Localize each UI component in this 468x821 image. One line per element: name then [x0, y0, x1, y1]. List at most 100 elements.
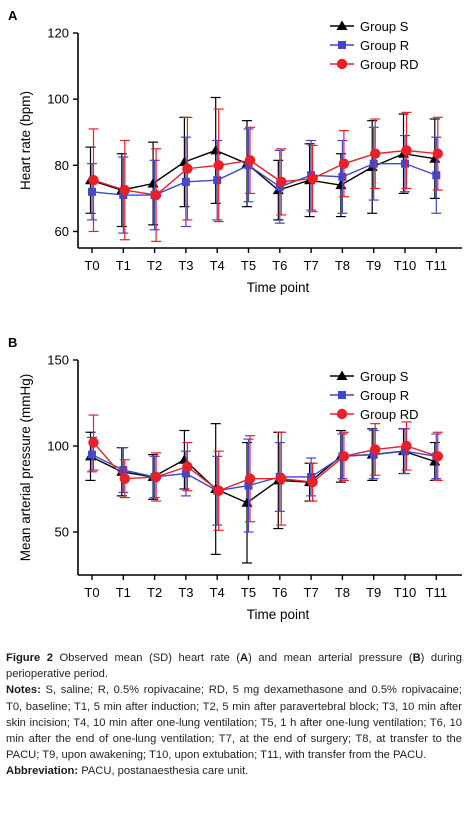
- data-point: [276, 176, 287, 188]
- legend-marker: [336, 20, 348, 30]
- legend-marker: [336, 370, 348, 380]
- data-point: [432, 148, 443, 159]
- series-group-r: [87, 428, 442, 533]
- y-tick-label: 80: [55, 158, 69, 173]
- legend-marker: [336, 408, 348, 420]
- data-point: [432, 171, 441, 180]
- y-axis-label: Heart rate (bpm): [18, 91, 33, 190]
- caption-notes-text: S, saline; R, 0.5% ropivacaine; RD, 5 mg…: [6, 684, 462, 762]
- x-tick-label: T6: [272, 585, 287, 600]
- data-point: [338, 451, 350, 462]
- legend-label: Group RD: [360, 407, 419, 422]
- legend-label: Group RD: [360, 57, 419, 72]
- x-tick-label: T10: [394, 585, 416, 600]
- data-point: [401, 159, 409, 168]
- legend-marker: [338, 391, 346, 399]
- data-point: [119, 466, 128, 475]
- y-axis-label: Mean arterial pressure (mmHg): [18, 374, 33, 562]
- data-point: [401, 145, 412, 156]
- x-tick-label: T8: [335, 585, 350, 600]
- x-tick-label: T2: [147, 258, 162, 273]
- data-point: [338, 158, 350, 169]
- figure-caption: Figure 2 Observed mean (SD) heart rate (…: [6, 650, 462, 780]
- data-point: [181, 177, 190, 186]
- x-tick-label: T10: [394, 258, 416, 273]
- legend-marker: [336, 58, 348, 70]
- x-tick-label: T0: [84, 258, 99, 273]
- data-point: [369, 159, 378, 168]
- y-tick-label: 150: [47, 353, 69, 368]
- data-point: [369, 450, 378, 459]
- data-point: [147, 178, 159, 188]
- data-point: [213, 160, 224, 171]
- data-point: [150, 189, 162, 201]
- x-tick-label: T9: [366, 585, 381, 600]
- data-point: [401, 440, 412, 452]
- caption-notes-label: Notes:: [6, 684, 41, 697]
- series-line: [92, 442, 439, 492]
- data-point: [370, 444, 381, 455]
- data-point: [150, 471, 162, 483]
- x-tick-label: T1: [116, 258, 131, 273]
- legend: Group S Group R Group RD: [330, 369, 419, 422]
- caption-notes: Notes: S, saline; R, 0.5% ropivacaine; R…: [6, 682, 462, 763]
- series-group-r: [87, 126, 442, 234]
- y-tick-label: 120: [47, 26, 69, 41]
- data-point: [244, 481, 253, 490]
- figure-2: A 60 80 100 120 T0 T1 T2 T3 T4 T5 T6 T7 T8 T9 T10 T11 Tim…: [8, 8, 462, 622]
- panel-b-mean-arterial-pressure-chart: B 50 100 150 T0 T1 T2 T3 T4 T5 T6 T7 T8 T9 T10 T11 Time …: [8, 335, 462, 622]
- x-tick-label: T11: [426, 585, 447, 600]
- series-line: [90, 450, 436, 504]
- caption-abbreviation: Abbreviation: PACU, postanaesthesia care…: [6, 763, 462, 779]
- x-tick-label: T4: [210, 258, 225, 273]
- x-tick-label: T5: [241, 585, 256, 600]
- legend-marker: [338, 41, 346, 49]
- data-point: [307, 472, 316, 481]
- x-tick-label: T0: [84, 585, 99, 600]
- series-group-s: [85, 96, 441, 228]
- y-tick-label: 100: [47, 92, 69, 107]
- caption-figure-label: Figure 2: [6, 652, 53, 664]
- data-point: [119, 473, 130, 484]
- series-line: [91, 450, 437, 492]
- data-point: [182, 461, 193, 472]
- x-tick-label: T4: [210, 585, 225, 600]
- series-line: [91, 162, 437, 196]
- data-point: [401, 447, 409, 456]
- data-point: [307, 173, 318, 184]
- caption-abbreviation-text: PACU, postanaesthesia care unit.: [78, 765, 249, 778]
- panel-a-heart-rate-chart: A 60 80 100 120 T0 T1 T2 T3 T4 T5 T6 T7 T8 T9 T10 T11 Tim…: [8, 8, 462, 295]
- caption-abbreviation-label: Abbreviation:: [6, 765, 79, 778]
- panel-letter: A: [8, 8, 18, 23]
- x-tick-label: T11: [426, 258, 447, 273]
- data-point: [370, 148, 381, 159]
- data-point: [241, 497, 253, 507]
- legend-label: Group R: [360, 388, 409, 403]
- legend: Group S Group R Group RD: [330, 19, 419, 72]
- legend-label: Group R: [360, 38, 409, 53]
- y-tick-label: 60: [55, 224, 69, 239]
- y-tick-label: 100: [47, 439, 69, 454]
- x-tick-label: T1: [116, 585, 131, 600]
- panel-letter: B: [8, 335, 17, 350]
- x-tick-label: T6: [272, 258, 287, 273]
- data-point: [88, 187, 96, 196]
- caption-title: Figure 2 Observed mean (SD) heart rate (…: [6, 652, 462, 681]
- data-point: [213, 485, 224, 496]
- data-point: [181, 469, 190, 478]
- legend-label: Group S: [360, 19, 409, 34]
- x-axis-label: Time point: [247, 607, 310, 622]
- data-point: [244, 155, 256, 166]
- data-point: [182, 163, 193, 174]
- series-line: [90, 149, 435, 191]
- x-tick-label: T3: [178, 585, 193, 600]
- y-tick-label: 50: [55, 525, 69, 540]
- data-point: [307, 476, 318, 488]
- series-group-rd: [88, 108, 443, 242]
- x-tick-label: T7: [304, 258, 319, 273]
- x-axis-label: Time point: [247, 280, 310, 295]
- x-tick-label: T5: [241, 258, 256, 273]
- data-point: [213, 176, 222, 185]
- series-group-s: [85, 423, 441, 564]
- x-tick-label: T7: [304, 585, 319, 600]
